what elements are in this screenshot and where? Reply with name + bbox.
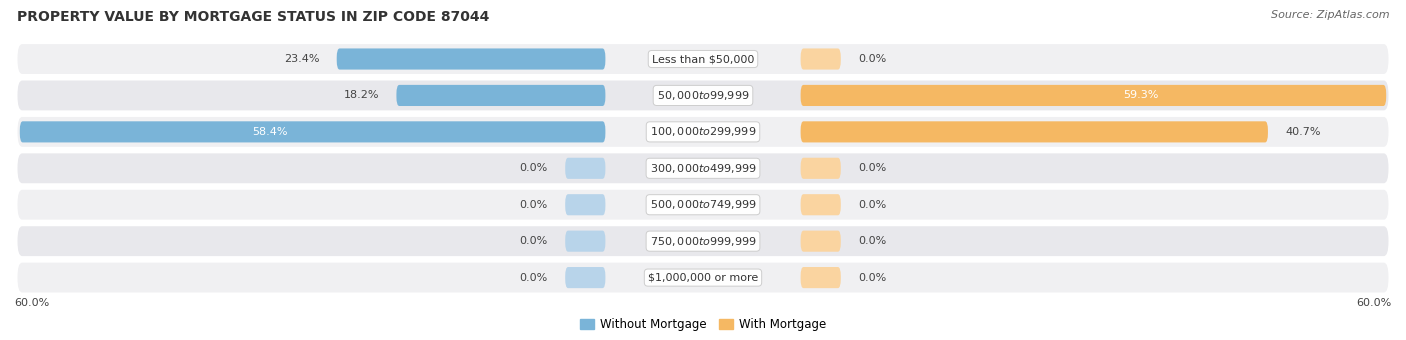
FancyBboxPatch shape	[800, 85, 1386, 106]
Text: 60.0%: 60.0%	[14, 298, 49, 308]
FancyBboxPatch shape	[800, 158, 841, 179]
FancyBboxPatch shape	[336, 49, 606, 70]
Text: 59.3%: 59.3%	[1123, 90, 1159, 100]
Text: 60.0%: 60.0%	[1357, 298, 1392, 308]
FancyBboxPatch shape	[396, 85, 606, 106]
FancyBboxPatch shape	[17, 226, 1389, 256]
Text: 40.7%: 40.7%	[1285, 127, 1320, 137]
Text: $500,000 to $749,999: $500,000 to $749,999	[650, 198, 756, 211]
Text: 0.0%: 0.0%	[858, 163, 886, 173]
FancyBboxPatch shape	[17, 117, 1389, 147]
Text: 0.0%: 0.0%	[520, 200, 548, 210]
FancyBboxPatch shape	[20, 121, 606, 142]
FancyBboxPatch shape	[17, 153, 1389, 183]
Text: 58.4%: 58.4%	[252, 127, 288, 137]
Text: 0.0%: 0.0%	[520, 236, 548, 246]
Text: 23.4%: 23.4%	[284, 54, 319, 64]
Text: 0.0%: 0.0%	[858, 54, 886, 64]
FancyBboxPatch shape	[800, 231, 841, 252]
FancyBboxPatch shape	[565, 267, 606, 288]
Text: $750,000 to $999,999: $750,000 to $999,999	[650, 235, 756, 248]
Text: PROPERTY VALUE BY MORTGAGE STATUS IN ZIP CODE 87044: PROPERTY VALUE BY MORTGAGE STATUS IN ZIP…	[17, 10, 489, 24]
Text: $50,000 to $99,999: $50,000 to $99,999	[657, 89, 749, 102]
Text: Less than $50,000: Less than $50,000	[652, 54, 754, 64]
FancyBboxPatch shape	[565, 194, 606, 215]
Text: 0.0%: 0.0%	[520, 163, 548, 173]
FancyBboxPatch shape	[17, 262, 1389, 292]
Legend: Without Mortgage, With Mortgage: Without Mortgage, With Mortgage	[575, 313, 831, 336]
FancyBboxPatch shape	[565, 231, 606, 252]
FancyBboxPatch shape	[17, 190, 1389, 220]
FancyBboxPatch shape	[565, 158, 606, 179]
Text: $300,000 to $499,999: $300,000 to $499,999	[650, 162, 756, 175]
Text: Source: ZipAtlas.com: Source: ZipAtlas.com	[1271, 10, 1389, 20]
Text: $1,000,000 or more: $1,000,000 or more	[648, 273, 758, 283]
Text: 0.0%: 0.0%	[520, 273, 548, 283]
FancyBboxPatch shape	[17, 44, 1389, 74]
FancyBboxPatch shape	[800, 49, 841, 70]
FancyBboxPatch shape	[17, 81, 1389, 110]
FancyBboxPatch shape	[800, 267, 841, 288]
Text: 0.0%: 0.0%	[858, 236, 886, 246]
Text: 0.0%: 0.0%	[858, 200, 886, 210]
Text: 0.0%: 0.0%	[858, 273, 886, 283]
Text: $100,000 to $299,999: $100,000 to $299,999	[650, 125, 756, 138]
FancyBboxPatch shape	[800, 194, 841, 215]
FancyBboxPatch shape	[800, 121, 1268, 142]
Text: 18.2%: 18.2%	[343, 90, 380, 100]
